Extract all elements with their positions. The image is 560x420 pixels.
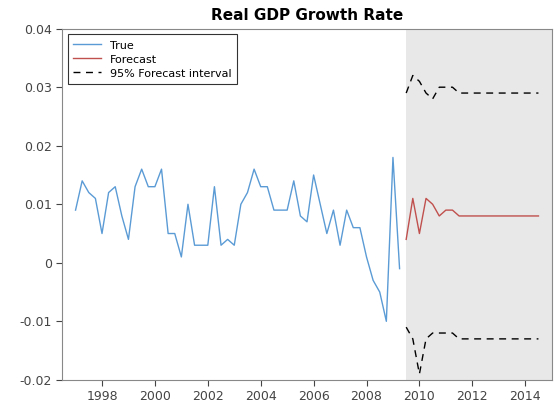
Forecast bbox=[423, 196, 430, 201]
True bbox=[357, 225, 363, 230]
Forecast bbox=[515, 213, 522, 218]
Forecast bbox=[456, 213, 463, 218]
95% Forecast interval bbox=[502, 91, 508, 96]
True bbox=[343, 207, 350, 213]
Forecast bbox=[475, 213, 482, 218]
True bbox=[376, 289, 383, 294]
95% Forecast interval bbox=[449, 85, 456, 90]
True bbox=[218, 243, 225, 248]
True bbox=[370, 278, 376, 283]
95% Forecast interval bbox=[409, 73, 416, 78]
Legend: True, Forecast, 95% Forecast interval: True, Forecast, 95% Forecast interval bbox=[68, 34, 237, 84]
Forecast bbox=[442, 207, 449, 213]
True bbox=[125, 237, 132, 242]
True bbox=[270, 207, 277, 213]
Forecast bbox=[496, 213, 502, 218]
True bbox=[112, 184, 119, 189]
True bbox=[363, 255, 370, 260]
95% Forecast interval bbox=[535, 91, 542, 96]
True bbox=[138, 167, 145, 172]
True bbox=[178, 255, 185, 260]
95% Forecast interval bbox=[442, 85, 449, 90]
True bbox=[284, 207, 291, 213]
True bbox=[132, 184, 138, 189]
True bbox=[277, 207, 284, 213]
True bbox=[105, 190, 112, 195]
True bbox=[330, 207, 337, 213]
True bbox=[324, 231, 330, 236]
95% Forecast interval bbox=[469, 91, 475, 96]
Forecast bbox=[489, 213, 496, 218]
True bbox=[350, 225, 357, 230]
95% Forecast interval bbox=[456, 91, 463, 96]
True bbox=[225, 237, 231, 242]
Bar bbox=[406, 29, 560, 380]
True bbox=[165, 231, 171, 236]
True bbox=[119, 213, 125, 218]
True bbox=[198, 243, 204, 248]
True bbox=[304, 219, 310, 224]
True bbox=[237, 202, 244, 207]
Forecast bbox=[403, 237, 409, 242]
True bbox=[310, 173, 317, 178]
Line: Forecast: Forecast bbox=[406, 198, 539, 239]
True bbox=[191, 243, 198, 248]
True bbox=[258, 184, 264, 189]
95% Forecast interval bbox=[522, 91, 529, 96]
True bbox=[244, 190, 251, 195]
True bbox=[72, 207, 79, 213]
95% Forecast interval bbox=[403, 91, 409, 96]
True bbox=[185, 202, 192, 207]
Forecast bbox=[522, 213, 529, 218]
95% Forecast interval bbox=[529, 91, 535, 96]
True bbox=[231, 243, 237, 248]
Forecast bbox=[529, 213, 535, 218]
True bbox=[99, 231, 105, 236]
Forecast bbox=[409, 196, 416, 201]
Forecast bbox=[449, 207, 456, 213]
95% Forecast interval bbox=[508, 91, 515, 96]
True bbox=[264, 184, 270, 189]
True bbox=[79, 178, 86, 184]
True bbox=[152, 184, 158, 189]
True bbox=[86, 190, 92, 195]
True bbox=[211, 184, 218, 189]
Title: Real GDP Growth Rate: Real GDP Growth Rate bbox=[211, 8, 403, 24]
True bbox=[251, 167, 258, 172]
Forecast bbox=[416, 231, 423, 236]
Line: 95% Forecast interval: 95% Forecast interval bbox=[406, 76, 539, 99]
95% Forecast interval bbox=[423, 91, 430, 96]
95% Forecast interval bbox=[463, 91, 469, 96]
Forecast bbox=[463, 213, 469, 218]
True bbox=[396, 266, 403, 271]
95% Forecast interval bbox=[496, 91, 502, 96]
True bbox=[171, 231, 178, 236]
Forecast bbox=[436, 213, 442, 218]
95% Forecast interval bbox=[475, 91, 482, 96]
Forecast bbox=[535, 213, 542, 218]
True bbox=[204, 243, 211, 248]
Line: True: True bbox=[76, 158, 400, 321]
True bbox=[383, 319, 390, 324]
Forecast bbox=[502, 213, 508, 218]
95% Forecast interval bbox=[515, 91, 522, 96]
Forecast bbox=[430, 202, 436, 207]
95% Forecast interval bbox=[430, 96, 436, 101]
Forecast bbox=[482, 213, 489, 218]
95% Forecast interval bbox=[416, 79, 423, 84]
True bbox=[92, 196, 99, 201]
95% Forecast interval bbox=[489, 91, 496, 96]
True bbox=[291, 178, 297, 184]
95% Forecast interval bbox=[436, 85, 442, 90]
True bbox=[337, 243, 343, 248]
95% Forecast interval bbox=[482, 91, 489, 96]
True bbox=[317, 202, 324, 207]
True bbox=[145, 184, 152, 189]
True bbox=[158, 167, 165, 172]
True bbox=[297, 213, 304, 218]
Forecast bbox=[469, 213, 475, 218]
Forecast bbox=[508, 213, 515, 218]
True bbox=[390, 155, 396, 160]
